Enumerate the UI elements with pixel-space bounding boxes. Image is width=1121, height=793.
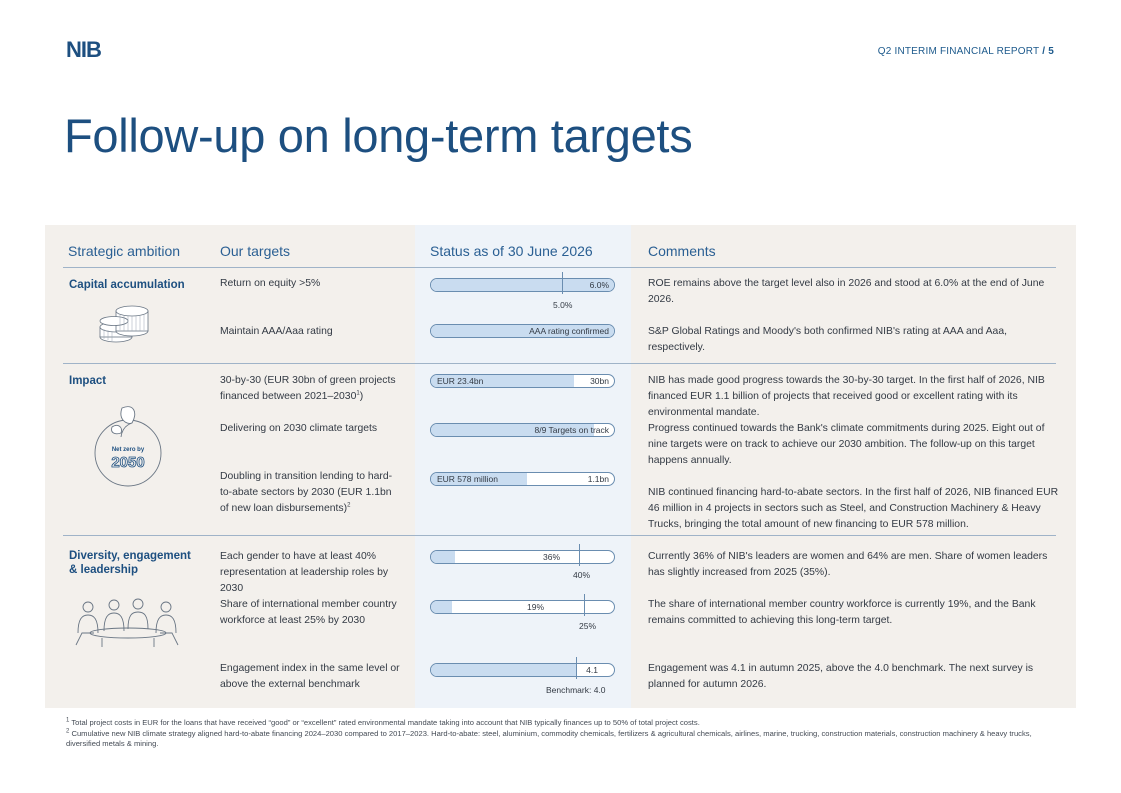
comment-climate: Progress continued towards the Bank's cl… — [648, 423, 1045, 466]
status-bar-fill — [431, 473, 528, 485]
status-bar-target: 30bn — [590, 376, 609, 386]
status-bar-current: EUR 578 million — [437, 474, 498, 484]
status-bar-fill — [431, 325, 614, 337]
status-bar-fill — [431, 551, 456, 563]
report-name: Q2 INTERIM FINANCIAL REPORT — [877, 46, 1040, 57]
column-header-status: Status as of 30 June 2026 — [430, 243, 593, 259]
comment-transition: NIB continued financing hard-to-abate se… — [648, 487, 1059, 530]
footnote-ref-1: 1 — [356, 390, 360, 397]
footnote-2: 2 Cumulative new NIB climate strategy al… — [66, 728, 1056, 749]
net-zero-leaf-icon: Net zero by 2050 — [94, 406, 162, 487]
status-bar-gender: 36% — [430, 550, 615, 564]
status-column-bg — [415, 225, 631, 708]
comment-engagement: Engagement was 4.1 in autumn 2025, above… — [648, 663, 1034, 690]
target-workforce: Share of international member country wo… — [220, 599, 397, 626]
target-tick-label: 25% — [579, 621, 597, 631]
header-divider — [63, 267, 1056, 268]
status-bar-fill — [431, 375, 574, 387]
footnote-mark: 2 — [66, 728, 70, 735]
target-engagement: Engagement index in the same level or ab… — [220, 663, 400, 690]
svg-text:NIB: NIB — [66, 38, 101, 60]
target-rating: Maintain AAA/Aaa rating — [220, 326, 333, 337]
status-bar-value: 19% — [527, 602, 545, 612]
status-bar-value: 36% — [543, 552, 561, 562]
net-zero-label: Net zero by — [112, 447, 145, 453]
status-bar-value: 4.1 — [586, 665, 598, 675]
status-bar-roe: 6.0% — [430, 278, 615, 292]
ambition-diversity: Diversity, engagement & leadership — [69, 550, 191, 576]
target-tick — [562, 272, 563, 294]
target-transition: Doubling in transition lending to hard-t… — [220, 469, 395, 517]
status-bar-fill — [431, 279, 614, 291]
coins-icon — [99, 305, 149, 343]
target-30-by-30-text: 30-by-30 (EUR 30bn of green projects fin… — [220, 375, 396, 402]
report-label: Q2 INTERIM FINANCIAL REPORT / 5 — [878, 46, 1054, 57]
status-bar-fill — [431, 601, 452, 613]
page-title: Follow-up on long-term targets — [64, 109, 693, 162]
column-header-ambition: Strategic ambition — [68, 243, 181, 259]
target-tick-label: 5.0% — [553, 300, 573, 310]
target-gender: Each gender to have at least 40% represe… — [220, 551, 389, 594]
status-bar-fill — [431, 664, 576, 676]
column-header-targets: Our targets — [220, 243, 291, 259]
target-tick — [579, 544, 580, 566]
status-bar-target: 1.1bn — [587, 474, 609, 484]
target-30-by-30: 30-by-30 (EUR 30bn of green projects fin… — [220, 373, 406, 405]
status-bar-engagement: 4.1 — [430, 663, 615, 677]
meeting-people-icon — [75, 598, 179, 647]
status-bar-value: 8/9 Targets on track — [534, 425, 610, 435]
section-divider — [63, 535, 1056, 536]
comment-roe: ROE remains above the target level also … — [648, 278, 1045, 305]
status-bar-climate: 8/9 Targets on track — [430, 423, 615, 437]
comment-30-by-30: NIB has made good progress towards the 3… — [648, 375, 1045, 418]
nib-logo: NIB — [66, 38, 102, 60]
page-number: 5 — [1048, 46, 1054, 57]
ambition-capital-accumulation: Capital accumulation — [69, 279, 185, 291]
status-bar-30-by-30: EUR 23.4bn 30bn — [430, 374, 615, 388]
comment-gender: Currently 36% of NIB's leaders are women… — [648, 551, 1048, 578]
footnote-ref-2: 2 — [347, 502, 351, 509]
footnote-1: 1 Total project costs in EUR for the loa… — [66, 717, 1056, 728]
comment-workforce: The share of international member countr… — [648, 599, 1036, 626]
benchmark-label: Benchmark: 4.0 — [546, 685, 606, 695]
status-bar-value: 6.0% — [589, 280, 609, 290]
column-header-comments: Comments — [648, 243, 716, 259]
status-bar-fill — [431, 424, 594, 436]
net-zero-year: 2050 — [111, 454, 144, 471]
status-bar-rating: AAA rating confirmed — [430, 324, 615, 338]
target-30-by-30-close: ) — [359, 391, 364, 402]
footnote-text: Cumulative new NIB climate strategy alig… — [66, 729, 1032, 748]
footnote-text: Total project costs in EUR for the loans… — [71, 718, 700, 727]
target-roe: Return on equity >5% — [220, 278, 321, 289]
page-separator: / — [1039, 46, 1049, 57]
target-tick — [584, 594, 585, 616]
status-bar-transition: EUR 578 million 1.1bn — [430, 472, 615, 486]
benchmark-tick — [576, 657, 577, 679]
section-divider — [63, 363, 1056, 364]
ambition-impact: Impact — [69, 375, 107, 387]
target-transition-text: Doubling in transition lending to hard-t… — [220, 471, 393, 514]
comment-rating: S&P Global Ratings and Moody's both conf… — [648, 326, 1007, 353]
target-climate: Delivering on 2030 climate targets — [220, 423, 378, 434]
status-bar-current: EUR 23.4bn — [437, 376, 484, 386]
status-bar-workforce: 19% — [430, 600, 615, 614]
target-tick-label: 40% — [573, 570, 591, 580]
status-bar-value: AAA rating confirmed — [529, 326, 609, 336]
footnote-mark: 1 — [66, 717, 70, 724]
